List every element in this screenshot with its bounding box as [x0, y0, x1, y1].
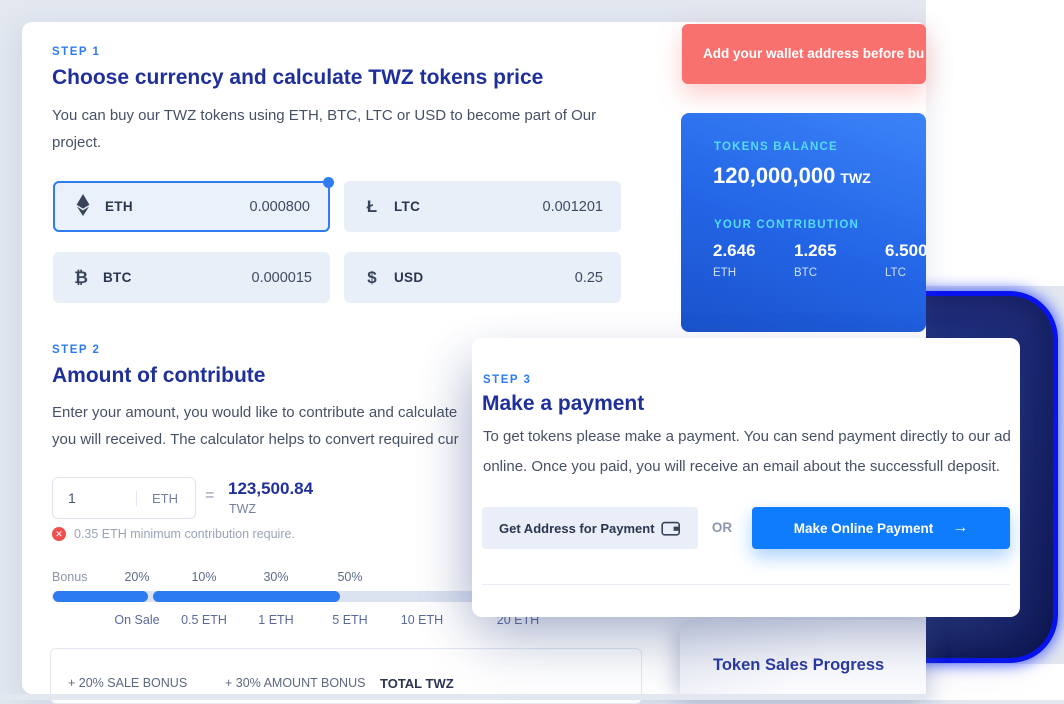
bonus-percent: 30%	[263, 570, 289, 584]
litecoin-icon: Ł	[366, 197, 378, 216]
minimum-contribution-error: ✕ 0.35 ETH minimum contribution require.	[52, 527, 295, 541]
currency-code: ETH	[105, 199, 133, 214]
currency-option-usd[interactable]: $ USD 0.25	[344, 252, 621, 303]
currency-option-ltc[interactable]: Ł LTC 0.001201	[344, 181, 621, 232]
step3-divider	[482, 584, 1010, 585]
currency-rate: 0.000015	[251, 269, 312, 286]
contribution-currency: LTC	[885, 267, 906, 279]
currency-code: USD	[394, 270, 424, 285]
bitcoin-icon: ₿	[74, 268, 88, 287]
contribution-value: 2.646	[713, 241, 756, 260]
contribution-value: 6.500	[885, 241, 926, 260]
bonus-threshold: 5 ETH	[332, 613, 368, 627]
contribution-ltc: 6.500 LTC	[885, 241, 926, 279]
step2-description-line1: Enter your amount, you would like to con…	[52, 404, 458, 421]
token-sales-progress-title: Token Sales Progress	[713, 656, 885, 674]
step1-description: You can buy our TWZ tokens using ETH, BT…	[52, 107, 597, 151]
contribution-currency: ETH	[713, 267, 736, 279]
dollar-icon: $	[367, 268, 377, 287]
token-sales-progress-card: Token Sales Progress	[680, 620, 926, 694]
bonus-threshold: On Sale	[114, 613, 160, 627]
currency-rate: 0.25	[574, 269, 603, 286]
selected-indicator-dot	[323, 177, 334, 188]
arrow-right-icon: →	[952, 519, 969, 536]
bonus-threshold: 0.5 ETH	[181, 613, 227, 627]
bonus-threshold: 1 ETH	[258, 613, 294, 627]
contribution-value: 1.265	[794, 241, 837, 260]
bonus-threshold: 10 ETH	[400, 613, 444, 627]
get-address-button-label: Get Address for Payment	[499, 520, 655, 536]
background-top-right	[926, 0, 1064, 286]
page-background-strip	[0, 694, 926, 700]
tokens-balance-value-row: 120,000,000 TWZ	[713, 163, 871, 189]
tokens-balance-card: TOKENS BALANCE 120,000,000 TWZ YOUR CONTR…	[681, 113, 926, 332]
progress-fill-segment	[153, 591, 340, 602]
step1-title: Choose currency and calculate TWZ tokens…	[52, 66, 544, 89]
bonus-percent: 20%	[124, 570, 150, 584]
make-online-payment-label: Make Online Payment	[793, 520, 934, 536]
wallet-address-alert: Add your wallet address before bu	[682, 24, 926, 84]
ethereum-icon	[73, 194, 93, 219]
or-separator: OR	[711, 520, 733, 535]
currency-code: LTC	[394, 199, 421, 214]
bonus-percent: 50%	[337, 570, 363, 584]
step3-payment-card: STEP 3 Make a payment To get tokens plea…	[472, 338, 1020, 617]
total-twz-summary: TOTAL TWZ	[380, 676, 454, 691]
step2-title: Amount of contribute	[52, 364, 266, 387]
alert-message: Add your wallet address before bu	[703, 46, 925, 61]
calculated-tokens-unit: TWZ	[229, 502, 257, 516]
wallet-icon	[661, 520, 681, 537]
your-contribution-label: YOUR CONTRIBUTION	[714, 219, 859, 231]
equals-sign: =	[205, 487, 215, 504]
step1-label: STEP 1	[52, 46, 101, 58]
tokens-balance-label: TOKENS BALANCE	[714, 141, 838, 153]
step2-description-line2: you will received. The calculator helps …	[52, 431, 459, 448]
amount-input-group: ETH	[52, 477, 196, 519]
step3-description-line1: To get tokens please make a payment. You…	[483, 428, 1011, 445]
bonus-progress-bar	[52, 591, 640, 602]
step2-label: STEP 2	[52, 344, 101, 356]
background-bottom-right	[926, 664, 1064, 700]
progress-fill-segment	[53, 591, 148, 602]
contribution-currency: BTC	[794, 267, 817, 279]
tokens-balance-value: 120,000,000	[713, 163, 836, 188]
bonus-percent: 10%	[191, 570, 217, 584]
bonus-label: Bonus	[52, 570, 88, 584]
error-message: 0.35 ETH minimum contribution require.	[74, 527, 295, 541]
currency-option-eth[interactable]: ETH 0.000800	[53, 177, 334, 232]
get-address-button[interactable]: Get Address for Payment	[482, 507, 698, 549]
amount-bonus-summary: + 30% AMOUNT BONUS	[225, 676, 366, 690]
error-icon: ✕	[52, 527, 66, 541]
step3-description-line2: online. Once you paid, you will receive …	[483, 458, 1000, 475]
amount-unit-label: ETH	[136, 490, 193, 506]
step3-label: STEP 3	[483, 374, 532, 386]
contribution-eth: 2.646 ETH	[713, 241, 756, 279]
step3-title: Make a payment	[482, 392, 645, 415]
amount-input[interactable]	[53, 478, 136, 518]
make-online-payment-button[interactable]: Make Online Payment →	[752, 507, 1010, 549]
currency-option-btc[interactable]: ₿ BTC 0.000015	[53, 252, 330, 303]
currency-rate: 0.001201	[542, 198, 603, 215]
currency-code: BTC	[103, 270, 132, 285]
calculated-tokens-value: 123,500.84	[228, 479, 314, 498]
contribution-btc: 1.265 BTC	[794, 241, 837, 279]
tokens-balance-unit: TWZ	[840, 170, 871, 186]
currency-rate: 0.000800	[249, 198, 310, 215]
sale-bonus-summary: + 20% SALE BONUS	[68, 676, 188, 690]
